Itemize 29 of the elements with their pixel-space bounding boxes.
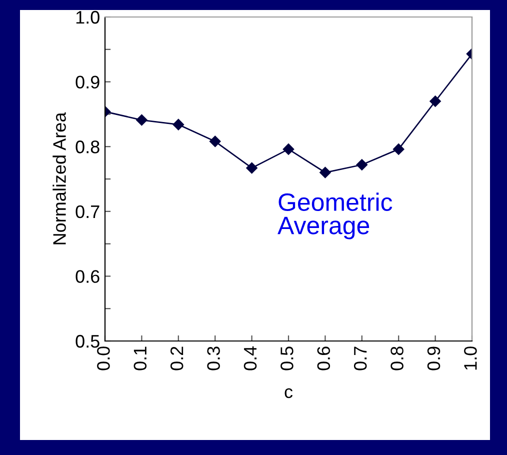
point [172,118,184,130]
point [246,162,258,174]
y-tick-label: 0.8 [76,140,100,154]
x-tick-label: 0.6 [317,346,330,370]
x-tick-label: 0.3 [207,346,220,370]
x-tick-label: 0.0 [97,346,110,370]
y-tick-label: 0.7 [76,205,100,218]
point [430,96,441,107]
point [320,166,331,178]
point [392,144,404,155]
x-axis-title: c [284,388,293,398]
x-tick-label: 0.5 [280,346,294,370]
x-tick-label: 0.2 [170,346,184,370]
y-tick-label: 0.6 [76,270,100,283]
y-tick-label: 1.0 [76,10,100,24]
point [282,144,294,155]
y-tick-label: 0.9 [76,76,100,89]
x-tick-label: 0.4 [244,346,257,370]
x-tick-label: 1.0 [464,346,477,370]
annotation: Geometric Average [278,192,392,240]
y-axis-title: Normalized Area [52,112,66,244]
x-tick-label: 0.1 [134,346,147,370]
x-tick-label: 0.8 [390,346,404,370]
x-tick-label: 0.7 [354,346,367,370]
point [209,136,221,148]
point [136,114,148,126]
y-tick-label: 0.5 [76,334,100,348]
x-tick-label: 0.9 [427,346,440,370]
point [356,159,368,170]
